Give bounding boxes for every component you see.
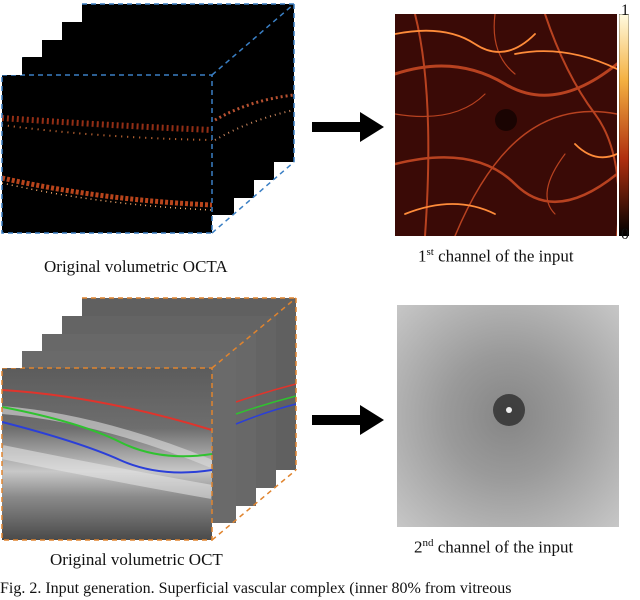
channel2-enface-image: [397, 305, 619, 527]
arrow-right-icon: [312, 405, 384, 435]
oct-volume-cube: [0, 297, 297, 552]
oct-volume-caption: Original volumetric OCT: [50, 550, 223, 569]
colorbar-min-label: 0: [621, 226, 629, 243]
colorbar: [619, 14, 629, 236]
octa-volume-cube: [0, 3, 295, 250]
channel1-vessel-map: [395, 14, 617, 236]
octa-volume-caption: Original volumetric OCTA: [44, 257, 228, 276]
channel1-caption: 1st channel of the input: [418, 246, 574, 266]
channel2-caption: 2nd channel of the input: [414, 537, 574, 557]
arrow-right-icon: [312, 112, 384, 142]
colorbar-max-label: 1: [621, 2, 629, 19]
figure-caption: Fig. 2. Input generation. Superficial va…: [0, 580, 512, 597]
